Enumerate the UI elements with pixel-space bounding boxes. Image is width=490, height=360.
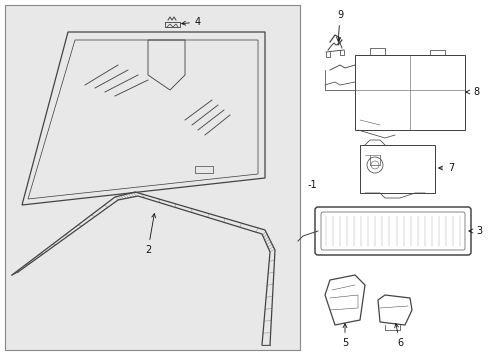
Text: 9: 9 [337,10,343,41]
Text: 6: 6 [395,324,403,348]
Text: 7: 7 [439,163,454,173]
Bar [360,145,435,193]
Bar [195,166,213,173]
Text: -1: -1 [308,180,318,190]
Text: 4: 4 [182,17,201,27]
Bar [355,55,465,130]
Bar [5,5,300,350]
Text: 8: 8 [466,87,479,97]
Text: 5: 5 [342,324,348,348]
Text: 2: 2 [145,213,156,255]
Text: 3: 3 [469,226,482,236]
